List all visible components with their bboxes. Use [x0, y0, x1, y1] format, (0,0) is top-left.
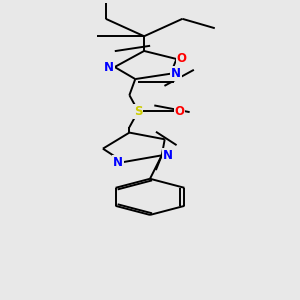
Text: O: O [174, 105, 184, 118]
Text: N: N [112, 155, 123, 169]
Text: N: N [171, 67, 181, 80]
Text: O: O [177, 52, 187, 65]
Text: S: S [134, 105, 142, 118]
Text: N: N [163, 149, 173, 162]
Text: N: N [104, 61, 114, 74]
